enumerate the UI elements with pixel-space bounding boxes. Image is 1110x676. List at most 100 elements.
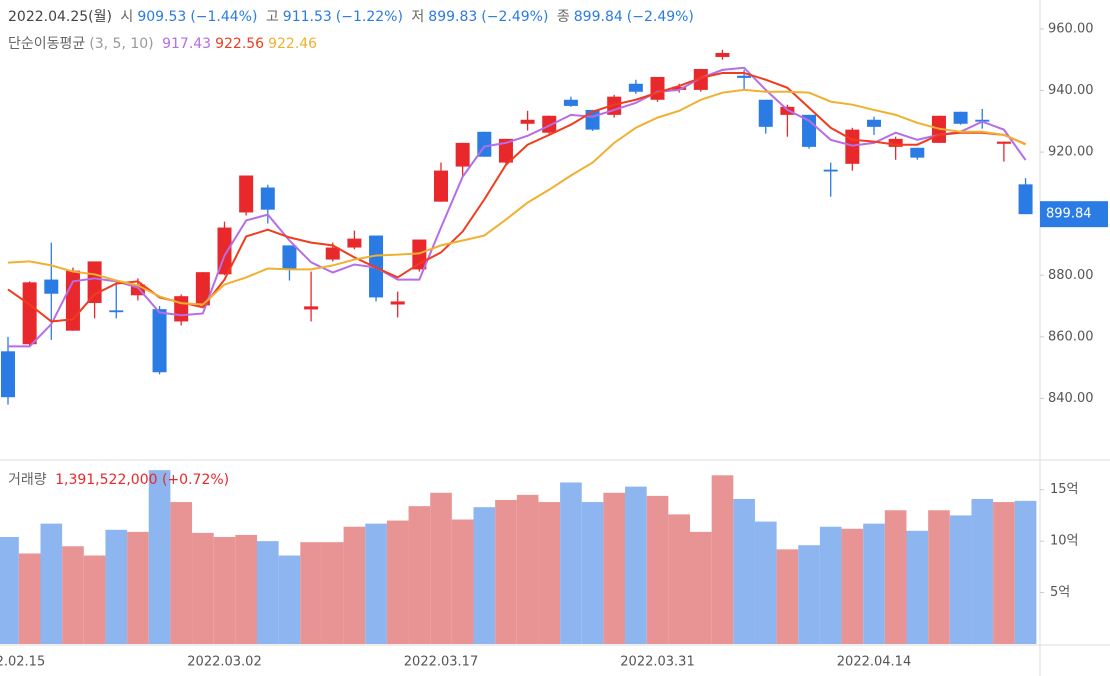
y-tick-label: 15억 <box>1050 482 1079 497</box>
candle-body <box>1018 184 1033 215</box>
value: 899.84 <box>573 9 623 25</box>
volume-bar <box>516 494 539 644</box>
candle-body <box>174 296 189 322</box>
x-tick-label: 2022.03.02 <box>187 655 261 670</box>
volume-bar <box>343 526 366 644</box>
candle-body <box>672 86 687 90</box>
candle-body <box>953 111 968 124</box>
candle-body <box>845 129 860 164</box>
candle-body <box>693 68 708 90</box>
candle-body <box>520 119 535 124</box>
y-tick-label: 960.00 <box>1048 21 1094 36</box>
candle-body <box>130 284 145 296</box>
candle-body <box>390 301 405 305</box>
change: (−1.44%) <box>190 9 258 25</box>
ma-value: 922.56 <box>215 36 265 52</box>
candle-body <box>65 270 80 331</box>
candle-body <box>282 245 297 270</box>
volume-bar <box>581 502 604 644</box>
label: 종 <box>556 9 570 25</box>
volume-bar <box>473 507 496 644</box>
y-tick-label: 840.00 <box>1048 391 1094 406</box>
candle-body <box>715 52 730 57</box>
volume-value: 1,391,522,000 <box>55 472 158 488</box>
candle-body <box>996 141 1011 144</box>
candle-body <box>260 187 275 210</box>
volume-bar <box>928 510 950 644</box>
price-tag-label: 899.84 <box>1046 207 1092 222</box>
volume-bar <box>690 531 712 644</box>
volume-bar <box>495 499 517 644</box>
volume-bar <box>841 528 864 644</box>
volume-bar <box>386 520 409 644</box>
volume-bar <box>993 502 1015 644</box>
label: 고 <box>265 9 279 25</box>
candle-body <box>867 119 881 127</box>
volume-bar <box>733 498 755 644</box>
volume-bar <box>949 515 972 644</box>
price-header: 2022.04.25(월) 시 909.53 (−1.44%) 고 911.53 (−1… <box>8 6 698 26</box>
candle-body <box>823 169 838 172</box>
ma-line <box>7 88 1026 306</box>
candle-body <box>455 142 470 167</box>
y-tick-label: 880.00 <box>1048 268 1094 283</box>
volume-bar <box>560 482 582 644</box>
volume-bar <box>365 523 387 644</box>
candle-body <box>1 351 15 398</box>
volume-bar <box>776 549 799 644</box>
volume-bar <box>213 537 236 644</box>
price-tag <box>1040 201 1108 228</box>
volume-bar <box>0 537 19 644</box>
ma-line <box>8 66 1027 348</box>
volume-bar <box>408 506 431 644</box>
y-tick-label: 5억 <box>1050 585 1070 600</box>
volume-bar <box>170 502 193 644</box>
volume-bar <box>127 531 149 644</box>
y-tick-label: 10억 <box>1050 534 1079 549</box>
y-tick-label: 860.00 <box>1048 329 1094 344</box>
volume-bar <box>83 555 106 644</box>
volume-bar <box>819 526 842 644</box>
candle-body <box>563 99 578 106</box>
ma-value: 922.46 <box>268 36 318 52</box>
volume-bar <box>300 542 322 644</box>
volume-bar <box>257 541 279 644</box>
volume-bar <box>40 523 63 644</box>
volume-bar <box>321 542 344 644</box>
volume-bar <box>884 510 907 644</box>
volume-bar <box>538 502 561 644</box>
volume-bar <box>235 534 257 644</box>
ma-value: 917.43 <box>162 36 212 52</box>
label: 시 <box>120 9 134 25</box>
candle-body <box>195 272 210 306</box>
volume-bar <box>603 492 626 644</box>
volume-bar <box>906 530 929 644</box>
y-tick-label: 940.00 <box>1048 83 1094 98</box>
y-tick-label: 920.00 <box>1048 145 1094 160</box>
volume-bar <box>863 523 885 644</box>
date: 2022.04.25(월) <box>8 9 112 25</box>
candle-body <box>239 175 254 213</box>
candle-body <box>434 170 448 202</box>
ma-periods: (3, 5, 10) <box>89 36 154 52</box>
volume-bar <box>62 546 84 644</box>
candle-body <box>87 261 102 303</box>
volume-bar <box>711 475 734 644</box>
volume-bar <box>668 514 690 644</box>
candle-body <box>347 238 362 248</box>
x-tick-label: 2022.03.31 <box>620 655 694 670</box>
volume-bar <box>430 492 452 644</box>
x-tick-label: 2022.02.15 <box>0 655 45 670</box>
candle-body <box>888 138 903 147</box>
x-tick-label: 2022.03.17 <box>404 655 478 670</box>
candle-body <box>22 282 37 345</box>
candle-body <box>910 147 925 158</box>
ma-label: 단순이동평균 <box>8 36 86 52</box>
volume-change: (+0.72%) <box>161 472 230 488</box>
volume-bar <box>754 521 777 644</box>
candle-body <box>44 279 59 294</box>
value: 909.53 <box>137 9 187 25</box>
volume-bar <box>971 498 994 644</box>
